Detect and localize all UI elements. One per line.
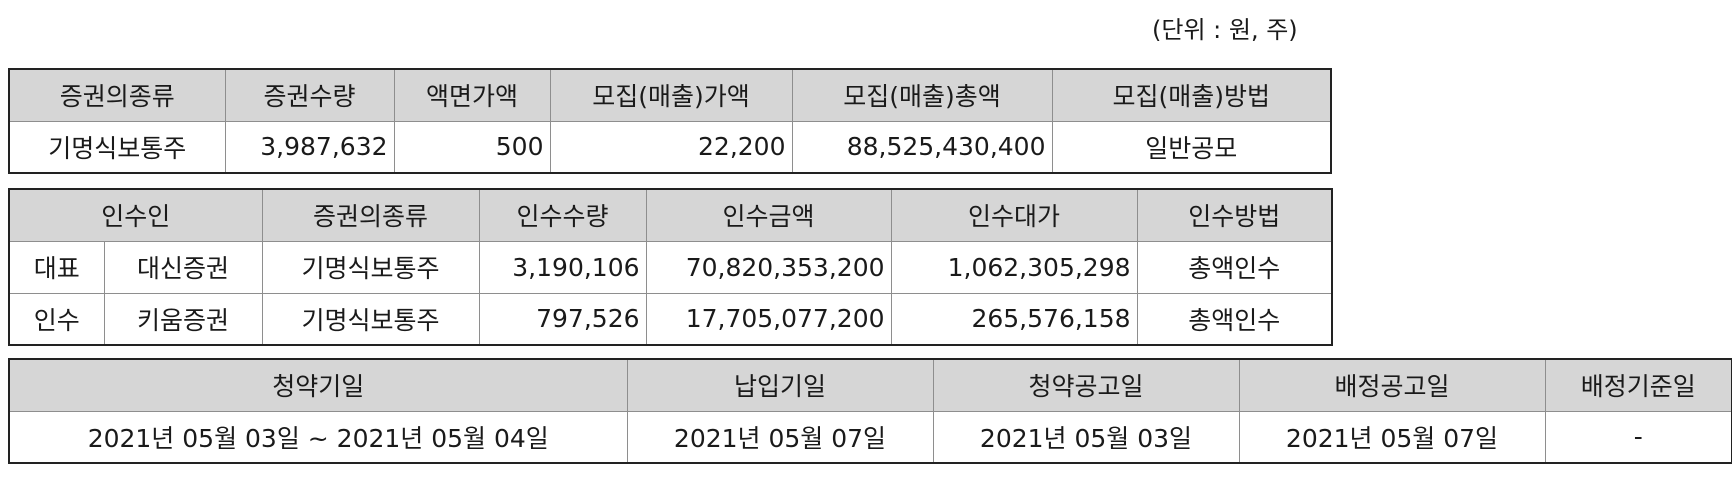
- schedule-table: 청약기일 납입기일 청약공고일 배정공고일 배정기준일 2021년 05월 03…: [8, 358, 1732, 464]
- security-type-cell: 기명식보통주: [261, 292, 480, 346]
- quantity-cell: 3,987,632: [224, 120, 395, 174]
- column-header: 배정공고일: [1238, 358, 1546, 412]
- underwriter-name-cell: 키움증권: [103, 292, 263, 346]
- offer-method-cell: 일반공모: [1051, 120, 1332, 174]
- underwriter-header-row: 인수인 증권의종류 인수수량 인수금액 인수대가 인수방법: [8, 188, 1333, 242]
- column-header: 증권의종류: [261, 188, 480, 242]
- security-type-cell: 기명식보통주: [261, 240, 480, 294]
- table-row: 인수 키움증권 기명식보통주 797,526 17,705,077,200 26…: [8, 292, 1333, 346]
- role-cell: 대표: [8, 240, 105, 294]
- method-cell: 총액인수: [1136, 292, 1333, 346]
- column-header: 청약공고일: [932, 358, 1240, 412]
- column-header: 인수수량: [478, 188, 647, 242]
- fee-cell: 265,576,158: [890, 292, 1138, 346]
- table-row: 2021년 05월 03일 ~ 2021년 05월 04일 2021년 05월 …: [8, 410, 1732, 464]
- column-header: 인수대가: [890, 188, 1138, 242]
- schedule-header-row: 청약기일 납입기일 청약공고일 배정공고일 배정기준일: [8, 358, 1732, 412]
- security-type-cell: 기명식보통주: [8, 120, 226, 174]
- offer-total-cell: 88,525,430,400: [791, 120, 1053, 174]
- subscription-period-cell: 2021년 05월 03일 ~ 2021년 05월 04일: [8, 410, 628, 464]
- column-header: 모집(매출)총액: [791, 68, 1053, 122]
- amount-cell: 17,705,077,200: [645, 292, 892, 346]
- quantity-cell: 3,190,106: [478, 240, 647, 294]
- column-header: 인수금액: [645, 188, 892, 242]
- column-header: 증권의종류: [8, 68, 226, 122]
- payment-date-cell: 2021년 05월 07일: [626, 410, 934, 464]
- column-header: 인수인: [8, 188, 263, 242]
- column-header: 모집(매출)방법: [1051, 68, 1332, 122]
- subscription-notice-date-cell: 2021년 05월 03일: [932, 410, 1240, 464]
- fee-cell: 1,062,305,298: [890, 240, 1138, 294]
- column-header: 배정기준일: [1544, 358, 1732, 412]
- underwriter-name-cell: 대신증권: [103, 240, 263, 294]
- table-row: 기명식보통주 3,987,632 500 22,200 88,525,430,4…: [8, 120, 1332, 174]
- table-row: 대표 대신증권 기명식보통주 3,190,106 70,820,353,200 …: [8, 240, 1333, 294]
- column-header: 증권수량: [224, 68, 395, 122]
- unit-note: (단위 : 원, 주): [1152, 16, 1298, 44]
- allotment-record-date-cell: -: [1544, 410, 1732, 464]
- column-header: 청약기일: [8, 358, 628, 412]
- allotment-notice-date-cell: 2021년 05월 07일: [1238, 410, 1546, 464]
- column-header: 액면가액: [393, 68, 551, 122]
- column-header: 인수방법: [1136, 188, 1333, 242]
- column-header: 납입기일: [626, 358, 934, 412]
- quantity-cell: 797,526: [478, 292, 647, 346]
- par-value-cell: 500: [393, 120, 551, 174]
- offering-table: 증권의종류 증권수량 액면가액 모집(매출)가액 모집(매출)총액 모집(매출)…: [8, 68, 1332, 174]
- role-cell: 인수: [8, 292, 105, 346]
- column-header: 모집(매출)가액: [549, 68, 793, 122]
- offering-header-row: 증권의종류 증권수량 액면가액 모집(매출)가액 모집(매출)총액 모집(매출)…: [8, 68, 1332, 122]
- underwriter-table: 인수인 증권의종류 인수수량 인수금액 인수대가 인수방법 대표 대신증권 기명…: [8, 188, 1334, 346]
- offer-price-cell: 22,200: [549, 120, 793, 174]
- amount-cell: 70,820,353,200: [645, 240, 892, 294]
- method-cell: 총액인수: [1136, 240, 1333, 294]
